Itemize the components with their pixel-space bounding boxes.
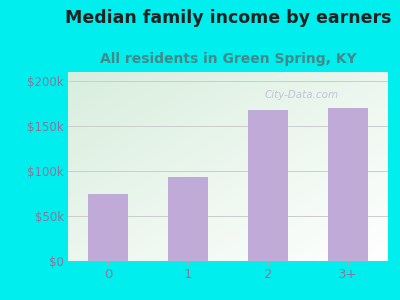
- Bar: [248, 110, 288, 261]
- Bar: [168, 177, 208, 261]
- Text: Median family income by earners: Median family income by earners: [65, 9, 391, 27]
- Text: City-Data.com: City-Data.com: [264, 90, 339, 100]
- Bar: [328, 108, 368, 261]
- Text: All residents in Green Spring, KY: All residents in Green Spring, KY: [100, 52, 356, 67]
- Bar: [88, 194, 128, 261]
